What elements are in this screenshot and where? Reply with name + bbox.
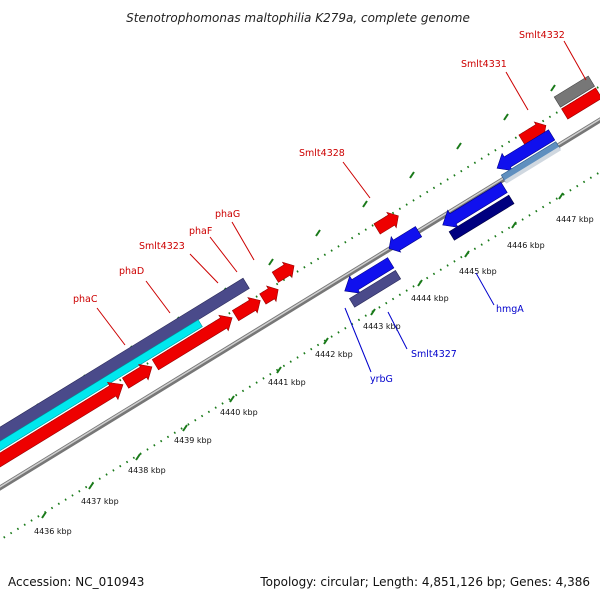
cds-hmgA-bar[interactable] — [448, 194, 515, 241]
label-yrbG[interactable]: yrbG — [370, 374, 393, 385]
gene-next-blue-arrow[interactable] — [492, 126, 557, 176]
gene-phaG-arrow[interactable] — [258, 282, 283, 307]
label-Smlt4323[interactable]: Smlt4323 — [139, 241, 185, 252]
cds-pale-bar — [504, 146, 562, 184]
cds-cyan-bar[interactable] — [0, 319, 203, 474]
label-hmgA[interactable]: hmgA — [496, 304, 524, 315]
gene-hmgA-arrow[interactable] — [437, 179, 509, 234]
tick-label-4438: 4438 kbp — [128, 466, 166, 475]
gene-Smlt4327-arrow[interactable] — [384, 223, 423, 256]
label-Smlt4328[interactable]: Smlt4328 — [299, 148, 345, 159]
tick-label-4445: 4445 kbp — [459, 267, 497, 276]
tick-label-4437: 4437 kbp — [81, 497, 119, 506]
label-phaD[interactable]: phaD — [119, 266, 144, 277]
gene-Smlt4332-arrow[interactable] — [561, 87, 600, 120]
cds-gray-bar[interactable] — [553, 75, 595, 108]
label-Smlt4332[interactable]: Smlt4332 — [519, 30, 565, 41]
label-phaC[interactable]: phaC — [73, 294, 98, 305]
accession-text: Accession: NC_010943 — [8, 575, 144, 589]
gene-Smlt4328-arrow[interactable] — [372, 208, 403, 236]
label-Smlt4327[interactable]: Smlt4327 — [411, 349, 457, 360]
cds-yrbG-bar[interactable] — [349, 270, 402, 308]
tick-label-4440: 4440 kbp — [220, 408, 258, 417]
tick-label-4441: 4441 kbp — [268, 378, 306, 387]
tick-label-4446: 4446 kbp — [507, 241, 545, 250]
tick-label-4442: 4442 kbp — [315, 350, 353, 359]
topology-text: Topology: circular; Length: 4,851,126 bp… — [259, 575, 590, 589]
gene-phaD-arrow[interactable] — [121, 359, 157, 391]
top-gene-labels: phaC phaD Smlt4323 phaF phaG Smlt4328 Sm… — [73, 30, 565, 305]
gene-phaF-arrow[interactable] — [231, 293, 265, 323]
bottom-label-leaders — [344, 272, 495, 373]
bottom-gene-labels: yrbG Smlt4327 hmgA — [370, 304, 524, 385]
inner-tick-track — [0, 170, 600, 542]
tick-label-4439: 4439 kbp — [174, 436, 212, 445]
gene-phaC-arrow[interactable] — [0, 376, 128, 488]
tick-label-4447: 4447 kbp — [556, 215, 594, 224]
label-Smlt4331[interactable]: Smlt4331 — [461, 59, 507, 70]
top-label-leaders — [96, 40, 587, 346]
inner-major-ticks — [41, 192, 564, 519]
gene-Smlt4323-arrow[interactable] — [151, 310, 237, 372]
tick-labels: 4436 kbp 4437 kbp 4438 kbp 4439 kbp 4440… — [34, 215, 594, 536]
gene-yrbG-arrow[interactable] — [339, 254, 395, 299]
tick-label-4443: 4443 kbp — [363, 322, 401, 331]
top-strand-features — [0, 75, 600, 488]
map-title: Stenotrophomonas maltophilia K279a, comp… — [126, 11, 470, 25]
tick-label-4436: 4436 kbp — [34, 527, 72, 536]
bottom-strand-features — [339, 126, 562, 308]
label-phaG[interactable]: phaG — [215, 209, 240, 220]
tick-label-4444: 4444 kbp — [411, 294, 449, 303]
gene-small-red-arrow[interactable] — [271, 258, 299, 285]
label-phaF[interactable]: phaF — [189, 226, 212, 237]
